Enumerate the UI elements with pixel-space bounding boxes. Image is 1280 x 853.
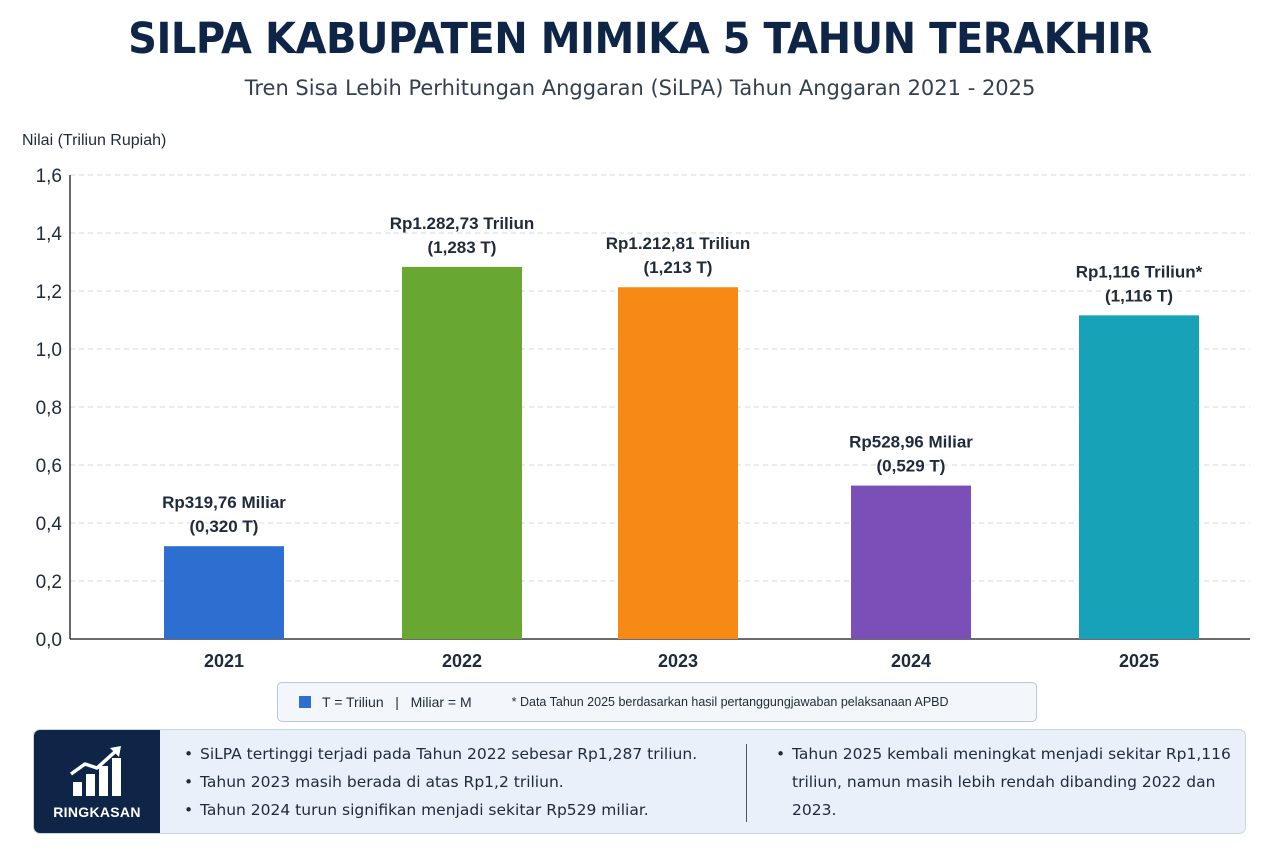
x-tick-label: 2021 bbox=[204, 651, 244, 671]
summary-box: RINGKASAN SiLPA tertinggi terjadi pada T… bbox=[33, 729, 1246, 834]
x-tick-label: 2024 bbox=[891, 651, 931, 671]
legend-units: T = Triliun | Miliar = M bbox=[322, 694, 472, 710]
summary-divider bbox=[746, 744, 747, 822]
y-tick-label: 1,6 bbox=[36, 166, 62, 187]
bar-2025 bbox=[1079, 315, 1199, 639]
chart-subtitle: Tren Sisa Lebih Perhitungan Anggaran (Si… bbox=[244, 76, 1036, 100]
legend: T = Triliun | Miliar = M * Data Tahun 20… bbox=[277, 682, 1037, 722]
chart-title: SILPA KABUPATEN MIMIKA 5 TAHUN TERAKHIR bbox=[128, 14, 1152, 64]
data-label: (1,213 T) bbox=[644, 258, 713, 277]
x-tick-label: 2022 bbox=[442, 651, 482, 671]
summary-point: SiLPA tertinggi terjadi pada Tahun 2022 … bbox=[182, 740, 742, 768]
x-tick-label: 2025 bbox=[1119, 651, 1159, 671]
y-axis-label: Nilai (Triliun Rupiah) bbox=[22, 132, 167, 149]
data-label: (1,283 T) bbox=[428, 238, 497, 257]
y-tick-label: 0,6 bbox=[36, 456, 62, 477]
data-label: Rp1.282,73 Triliun bbox=[390, 214, 535, 233]
rising-bar-chart-icon bbox=[69, 746, 121, 796]
summary-panel: RINGKASAN bbox=[34, 730, 160, 833]
legend-swatch bbox=[299, 696, 311, 708]
data-label: Rp319,76 Miliar bbox=[162, 493, 286, 512]
bar-2023 bbox=[618, 287, 738, 639]
data-label: Rp528,96 Miliar bbox=[849, 433, 973, 452]
y-tick-label: 0,4 bbox=[36, 514, 63, 535]
summary-list-left: SiLPA tertinggi terjadi pada Tahun 2022 … bbox=[182, 740, 742, 824]
legend-note: * Data Tahun 2025 berdasarkan hasil pert… bbox=[511, 695, 949, 709]
y-tick-label: 1,0 bbox=[36, 340, 62, 361]
bar-2022 bbox=[402, 266, 522, 639]
summary-list-right: Tahun 2025 kembali meningkat menjadi sek… bbox=[774, 740, 1234, 824]
data-label: Rp1,116 Triliun* bbox=[1076, 262, 1203, 281]
summary-point: Tahun 2023 masih berada di atas Rp1,2 tr… bbox=[182, 768, 742, 796]
bar-2021 bbox=[164, 546, 284, 639]
y-tick-label: 1,4 bbox=[36, 224, 63, 245]
bar-chart: 0,0 0,2 0,4 0,6 0,8 1,0 1,2 1,4 1,6 2021 Rp319,76 … bbox=[36, 166, 1250, 671]
data-label: Rp1.212,81 Triliun bbox=[606, 234, 751, 253]
data-label: (0,320 T) bbox=[190, 517, 259, 536]
summary-point: Tahun 2025 kembali meningkat menjadi sek… bbox=[774, 740, 1234, 824]
y-tick-label: 0,8 bbox=[36, 398, 62, 419]
y-tick-label: 0,0 bbox=[36, 630, 62, 651]
y-tick-label: 0,2 bbox=[36, 572, 62, 593]
x-tick-label: 2023 bbox=[658, 651, 698, 671]
y-tick-label: 1,2 bbox=[36, 282, 62, 303]
summary-point: Tahun 2024 turun signifikan menjadi seki… bbox=[182, 796, 742, 824]
bar-2024 bbox=[851, 485, 971, 639]
summary-label: RINGKASAN bbox=[53, 804, 141, 820]
data-label: (0,529 T) bbox=[877, 457, 946, 476]
data-label: (1,116 T) bbox=[1105, 286, 1173, 305]
